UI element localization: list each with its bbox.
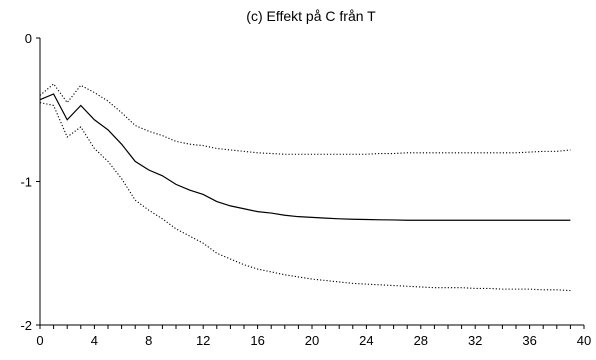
series-layer (39, 83, 571, 292)
x-tick-label: 36 (522, 333, 536, 348)
x-tick-label: 40 (577, 333, 591, 348)
x-tick-label: 28 (414, 333, 428, 348)
x-tick-label: 4 (91, 333, 98, 348)
axes: 0 4 8 12 16 20 24 28 32 36 40 0 -1 -2 (20, 31, 591, 348)
x-tick-label: 24 (359, 333, 373, 348)
x-tick-label: 8 (145, 333, 152, 348)
x-tick-label: 32 (468, 333, 482, 348)
y-tick-label: -1 (20, 175, 32, 190)
series-line-bound-1 (39, 83, 571, 155)
x-tick-label: 12 (196, 333, 210, 348)
chart-title: (c) Effekt på C från T (246, 8, 376, 24)
series-line-bound-2 (39, 102, 571, 292)
series-line-estimate (39, 93, 571, 221)
y-tick-label: 0 (25, 31, 32, 46)
x-tick-label: 16 (250, 333, 264, 348)
x-tick-label: 0 (36, 333, 43, 348)
x-tick-label: 20 (305, 333, 319, 348)
y-tick-label: -2 (20, 318, 32, 333)
